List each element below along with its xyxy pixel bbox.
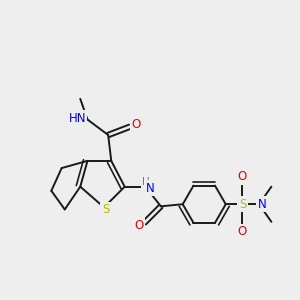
Text: N: N [146, 182, 154, 195]
Text: H: H [142, 177, 150, 187]
Text: S: S [102, 203, 109, 216]
Text: O: O [238, 225, 247, 238]
Text: O: O [134, 219, 144, 232]
Text: HN: HN [68, 112, 86, 124]
Text: N: N [258, 198, 266, 211]
Text: O: O [238, 170, 247, 183]
Text: O: O [132, 118, 141, 131]
Text: S: S [239, 198, 246, 211]
